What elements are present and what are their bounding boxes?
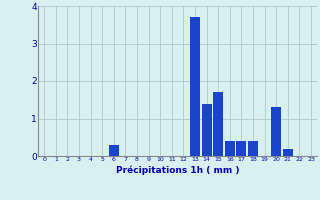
Bar [225, 141, 235, 156]
Bar [109, 145, 119, 156]
Bar [190, 17, 200, 156]
Bar [248, 141, 258, 156]
Bar [283, 148, 293, 156]
Bar [213, 92, 223, 156]
X-axis label: Précipitations 1h ( mm ): Précipitations 1h ( mm ) [116, 165, 239, 175]
Bar [271, 107, 281, 156]
Bar [202, 104, 212, 156]
Bar [236, 141, 246, 156]
